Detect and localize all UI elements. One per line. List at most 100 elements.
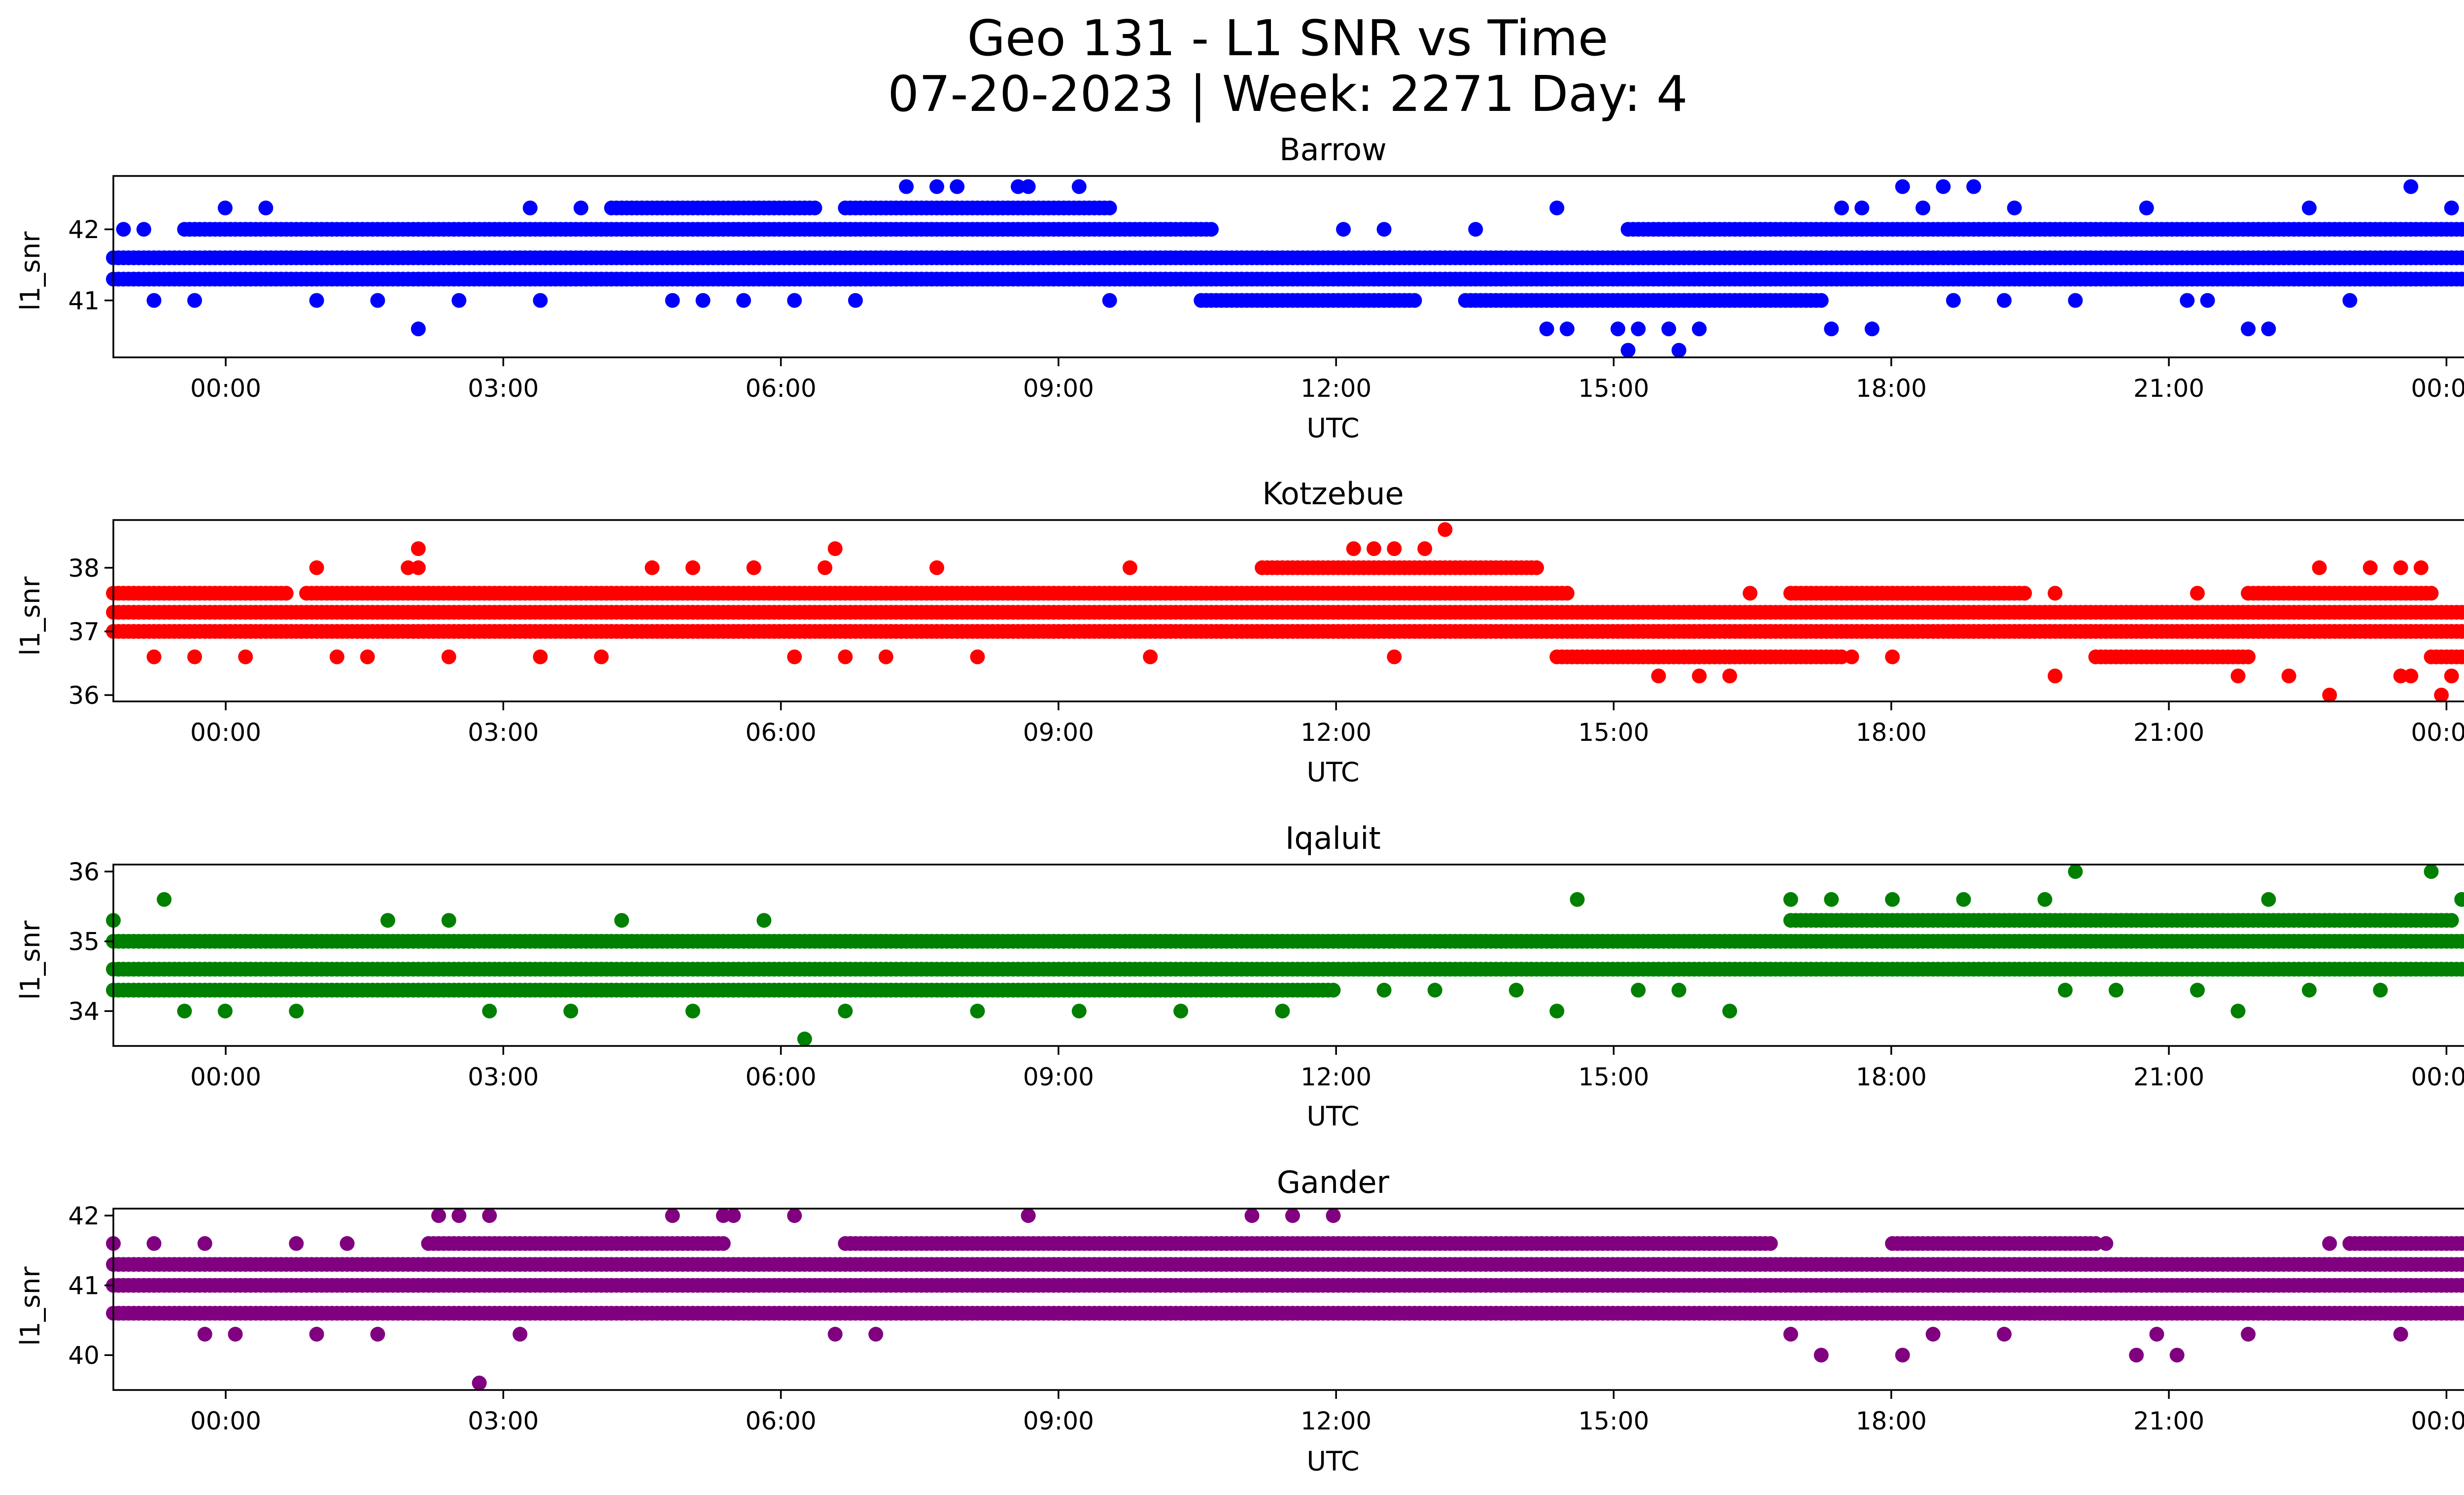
data-point (2068, 293, 2083, 308)
data-point (136, 222, 151, 237)
data-point (2424, 864, 2439, 879)
data-point (2190, 586, 2205, 601)
y-axis-label: l1_snr (15, 920, 46, 1000)
data-point (899, 179, 914, 194)
data-point (1437, 522, 1453, 537)
data-point (1722, 1004, 1737, 1019)
data-point (1417, 541, 1433, 556)
data-point (1346, 541, 1361, 556)
y-tick-label: 42 (68, 215, 100, 244)
data-point (2108, 982, 2123, 998)
x-axis-label: UTC (1306, 1446, 1359, 1477)
data-point (878, 649, 893, 664)
axes-frame (112, 864, 2464, 1047)
data-point (309, 293, 324, 308)
data-point (2373, 982, 2388, 998)
data-point (533, 649, 548, 664)
data-point (2139, 200, 2154, 215)
data-point (1214, 624, 1229, 639)
data-point (2322, 688, 2337, 703)
data-point (2434, 688, 2449, 703)
data-point (2068, 864, 2083, 879)
x-tick-label: 00:00 (190, 1063, 261, 1091)
data-point (1376, 982, 1392, 998)
x-tick-label: 00:00 (2411, 718, 2464, 747)
data-points (106, 522, 2464, 703)
x-tick-label: 06:00 (746, 718, 817, 747)
data-point (2261, 892, 2276, 907)
x-tick-label: 03:00 (468, 374, 539, 403)
x-tick-label: 00:00 (190, 718, 261, 747)
data-point (1783, 892, 1798, 907)
data-point (1814, 293, 1829, 308)
x-tick-label: 06:00 (746, 374, 817, 403)
data-point (2403, 668, 2419, 684)
data-point (929, 179, 944, 194)
data-point (451, 293, 467, 308)
x-tick-label: 15:00 (1578, 1063, 1649, 1091)
data-point (1610, 321, 1626, 337)
data-point (1651, 668, 1666, 684)
x-axis-label: UTC (1306, 413, 1359, 444)
data-point (1275, 1004, 1290, 1019)
data-point (1844, 649, 1859, 664)
data-point (2454, 892, 2464, 907)
data-point (1743, 586, 1758, 601)
data-point (1549, 200, 1565, 215)
x-tick-label: 21:00 (2133, 1063, 2204, 1091)
data-point (329, 649, 344, 664)
data-point (146, 649, 162, 664)
subplot-title: Barrow (1279, 132, 1387, 168)
x-tick-label: 21:00 (2133, 718, 2204, 747)
data-point (1071, 179, 1087, 194)
data-point (685, 560, 700, 575)
x-tick-label: 15:00 (1578, 374, 1649, 403)
data-point (838, 649, 853, 664)
data-point (1376, 222, 1392, 237)
y-tick-label: 35 (68, 928, 100, 956)
y-tick-label: 34 (68, 997, 100, 1026)
data-point (1336, 222, 1351, 237)
x-tick-label: 18:00 (1856, 374, 1927, 403)
data-points (106, 864, 2464, 1046)
x-tick-label: 03:00 (468, 718, 539, 747)
axes-frame (112, 175, 2464, 358)
data-point (685, 1004, 700, 1019)
data-point (1143, 649, 1158, 664)
figure-title-line1: Geo 131 - L1 SNR vs Time (967, 9, 1608, 67)
x-tick-label: 12:00 (1300, 1063, 1371, 1091)
data-point (1011, 179, 1026, 194)
data-point (594, 649, 609, 664)
x-tick-label: 00:00 (2411, 1063, 2464, 1091)
data-point (2459, 251, 2464, 265)
data-point (533, 293, 548, 308)
x-tick-label: 00:00 (190, 374, 261, 403)
data-point (2459, 605, 2464, 620)
data-point (157, 892, 172, 907)
x-tick-label: 18:00 (1856, 1063, 1927, 1091)
data-point (2241, 321, 2256, 337)
data-point (929, 560, 944, 575)
data-point (1387, 541, 1402, 556)
data-point (482, 1004, 497, 1019)
data-point (2017, 586, 2032, 601)
y-tick-label: 36 (68, 681, 100, 710)
data-point (2281, 668, 2296, 684)
data-point (1885, 892, 1900, 907)
data-point (970, 1004, 985, 1019)
data-point (746, 560, 761, 575)
data-point (217, 1004, 233, 1019)
y-tick-label: 36 (68, 858, 100, 886)
data-point (1539, 321, 1554, 337)
subplot-title: Iqaluit (1285, 820, 1381, 856)
data-point (1560, 321, 1574, 337)
data-point (818, 560, 832, 575)
data-point (2459, 650, 2464, 664)
data-point (1966, 179, 1982, 194)
data-point (1661, 321, 1677, 337)
x-tick-label: 12:00 (1300, 374, 1371, 403)
data-point (2261, 321, 2276, 337)
data-point (2444, 668, 2459, 684)
data-point (1854, 200, 1870, 215)
data-point (258, 200, 274, 215)
